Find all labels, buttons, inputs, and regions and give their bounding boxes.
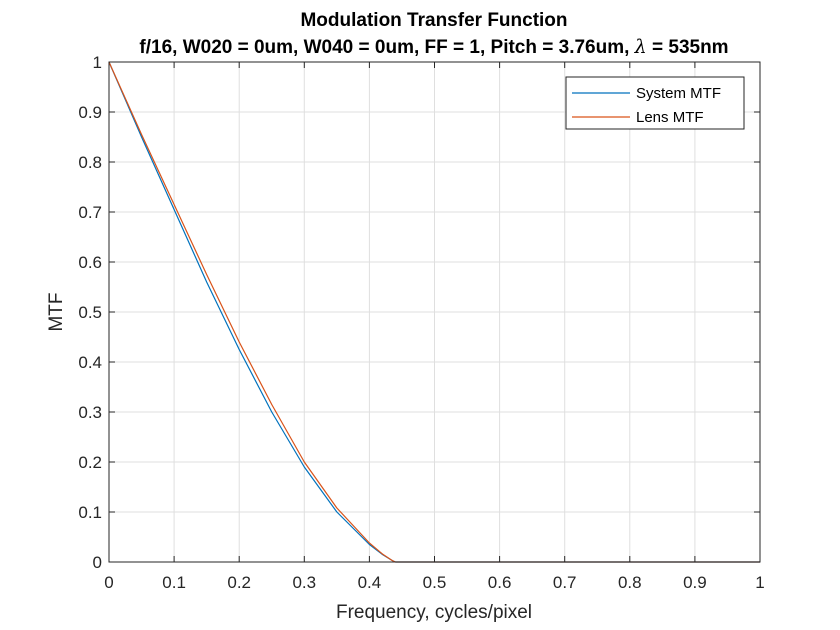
- grid-lines: [108, 61, 761, 563]
- x-tick-label: 0.7: [553, 573, 577, 592]
- x-tick-label: 0.3: [292, 573, 316, 592]
- y-tick-label: 1: [93, 53, 102, 72]
- y-tick-label: 0.3: [78, 403, 102, 422]
- axis-ticks: [108, 61, 761, 563]
- y-tick-label: 0.4: [78, 353, 102, 372]
- x-tick-label: 0.4: [358, 573, 382, 592]
- y-tick-label: 0: [93, 553, 102, 572]
- y-tick-label: 0.9: [78, 103, 102, 122]
- legend: System MTF Lens MTF: [565, 76, 745, 130]
- legend-label-system-mtf: System MTF: [636, 85, 721, 102]
- y-tick-labels: 0 0.1 0.2 0.3 0.4 0.5 0.6 0.7 0.8 0.9 1: [78, 53, 102, 572]
- chart-subtitle: f/16, W020 = 0um, W040 = 0um, FF = 1, Pi…: [139, 36, 728, 58]
- subtitle-lambda-symbol: λ: [634, 36, 647, 58]
- x-tick-labels: 0 0.1 0.2 0.3 0.4 0.5 0.6 0.7 0.8 0.9 1: [104, 573, 764, 592]
- chart-title: Modulation Transfer Function: [300, 10, 567, 31]
- x-axis-label: Frequency, cycles/pixel: [336, 602, 532, 623]
- y-tick-label: 0.7: [78, 203, 102, 222]
- x-tick-label: 1: [755, 573, 764, 592]
- x-tick-label: 0.6: [488, 573, 512, 592]
- legend-box: [565, 76, 745, 130]
- y-tick-label: 0.6: [78, 253, 102, 272]
- y-tick-label: 0.5: [78, 303, 102, 322]
- x-tick-label: 0: [104, 573, 113, 592]
- y-tick-label: 0.8: [78, 153, 102, 172]
- x-tick-label: 0.2: [227, 573, 251, 592]
- subtitle-text-before: f/16, W020 = 0um, W040 = 0um, FF = 1, Pi…: [139, 37, 634, 58]
- subtitle-text-after: = 535nm: [647, 37, 729, 58]
- x-tick-label: 0.5: [423, 573, 447, 592]
- y-tick-label: 0.2: [78, 453, 102, 472]
- legend-label-lens-mtf: Lens MTF: [636, 109, 704, 126]
- x-tick-label: 0.9: [683, 573, 707, 592]
- y-axis-label: MTF: [46, 292, 67, 331]
- y-tick-label: 0.1: [78, 503, 102, 522]
- x-tick-label: 0.1: [162, 573, 186, 592]
- x-tick-label: 0.8: [618, 573, 642, 592]
